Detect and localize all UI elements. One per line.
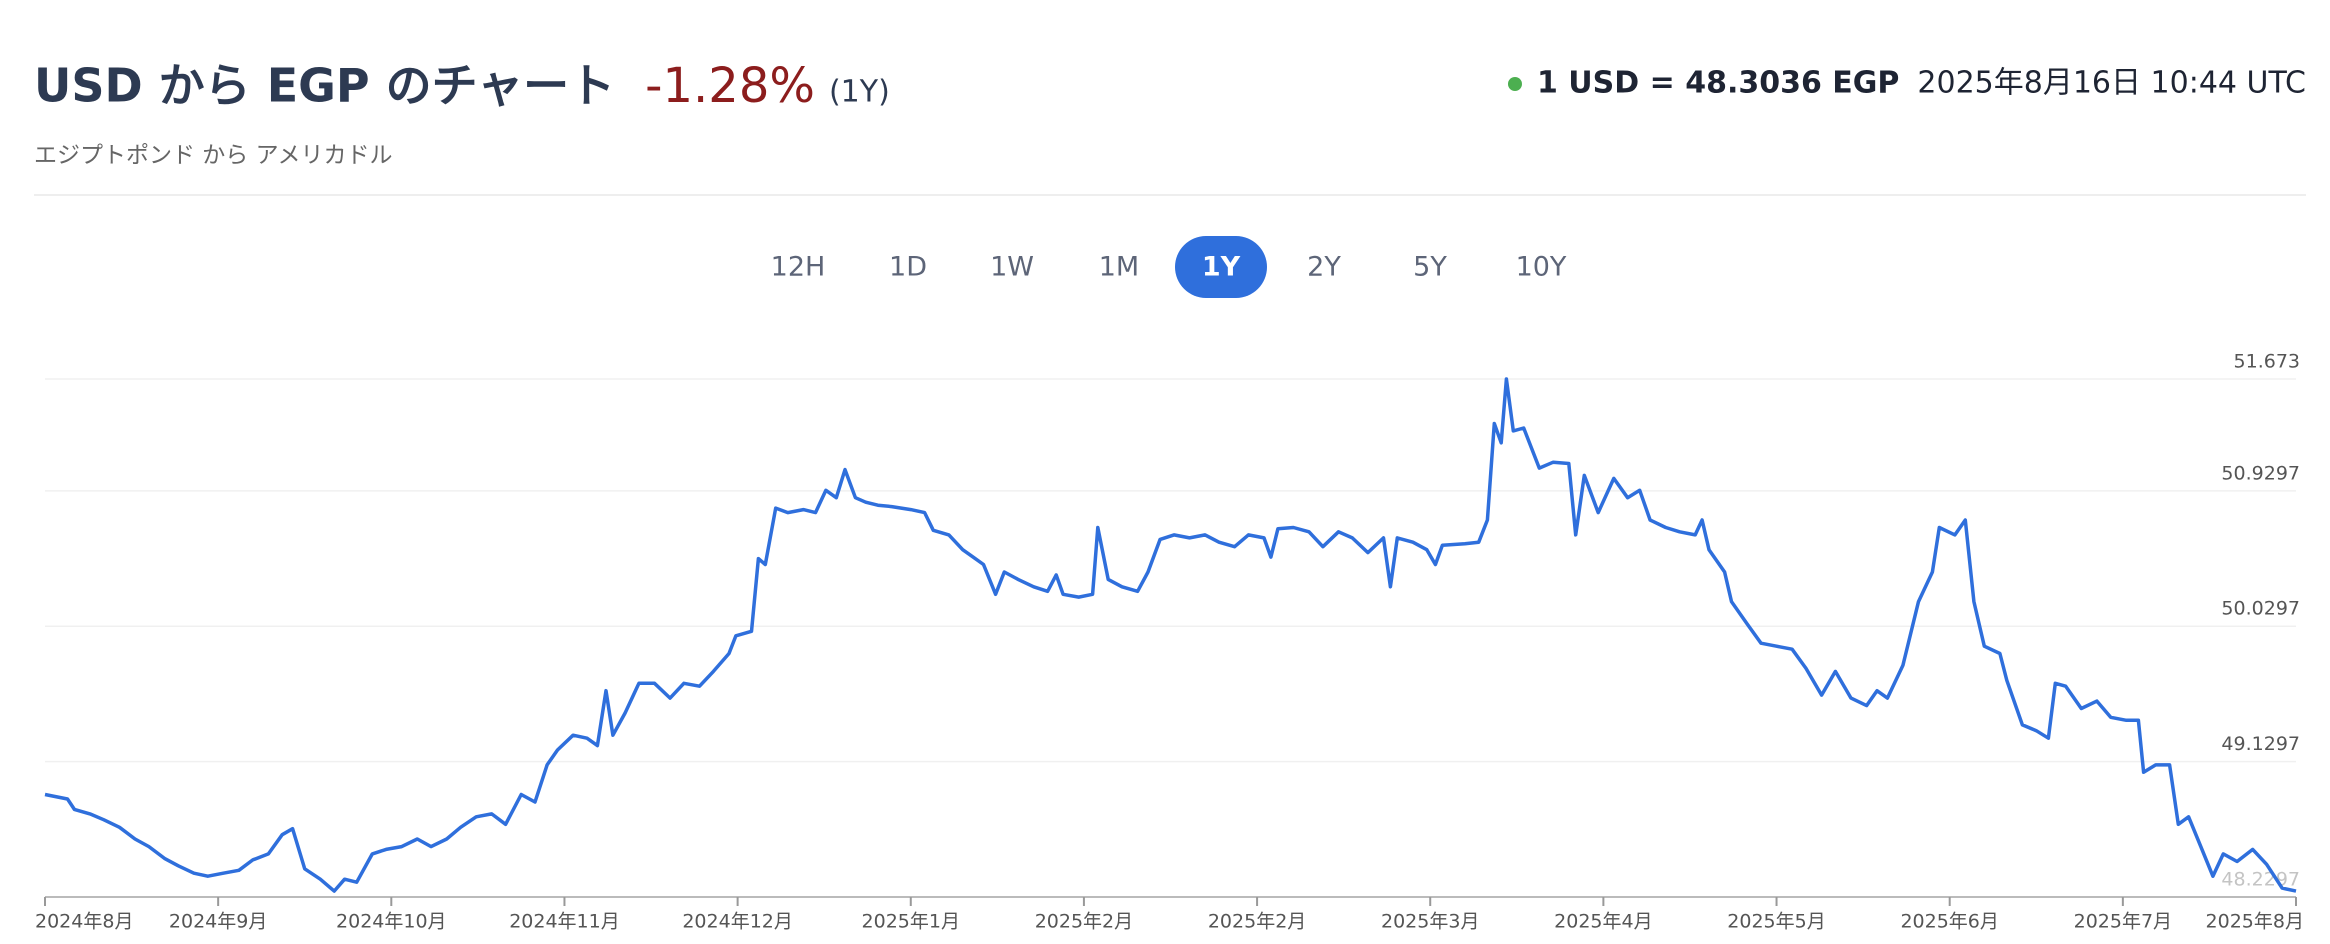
y-tick-label: 51.673 (2234, 351, 2300, 373)
x-tick-label: 2025年2月 (1208, 911, 1306, 933)
x-tick-label: 2025年5月 (1727, 911, 1825, 933)
x-tick-label: 2024年10月 (336, 911, 447, 933)
range-button[interactable]: 1Y (1202, 252, 1241, 283)
live-dot (1507, 77, 1522, 91)
rate-line (44, 377, 2297, 893)
change: -1.28% (645, 58, 815, 114)
x-tick-label: 2024年11月 (509, 911, 620, 933)
x-tick-label: 2025年1月 (862, 911, 960, 933)
timestamp: 2025年8月16日 10:44 UTC (1917, 66, 2306, 101)
range-button[interactable]: 1D (889, 252, 927, 283)
y-tick-label: 49.1297 (2221, 733, 2300, 755)
x-tick-label: 2025年7月 (2074, 911, 2172, 933)
x-tick-label: 2025年4月 (1554, 911, 1652, 933)
period: (1Y) (829, 75, 890, 110)
subtitle: エジプトポンド から アメリカドル (34, 143, 392, 169)
x-tick-label: 2024年8月 (35, 911, 133, 933)
x-tick-label: 2024年12月 (682, 911, 793, 933)
y-tick-label: 50.9297 (2221, 462, 2300, 484)
rate: 1 USD = 48.3036 EGP (1537, 66, 1899, 101)
x-tick-label: 2025年2月 (1035, 911, 1133, 933)
range-button[interactable]: 5Y (1413, 252, 1447, 283)
range-button-bg[interactable] (1175, 236, 1267, 298)
range-button[interactable]: 12H (771, 252, 826, 283)
x-tick-label: 2025年8月 (2206, 911, 2304, 933)
x-tick-label: 2025年6月 (1900, 911, 1998, 933)
y-tick-label: 50.0297 (2221, 598, 2300, 620)
title: USD から EGP のチャート (34, 59, 615, 113)
x-tick-label: 2025年3月 (1381, 911, 1479, 933)
x-tick-label: 2024年9月 (169, 911, 267, 933)
range-button[interactable]: 1W (990, 252, 1034, 283)
range-button[interactable]: 1M (1099, 252, 1139, 283)
range-button[interactable]: 2Y (1307, 252, 1341, 283)
y-tick-label: 48.2297 (2221, 869, 2300, 891)
range-button[interactable]: 10Y (1516, 252, 1567, 283)
